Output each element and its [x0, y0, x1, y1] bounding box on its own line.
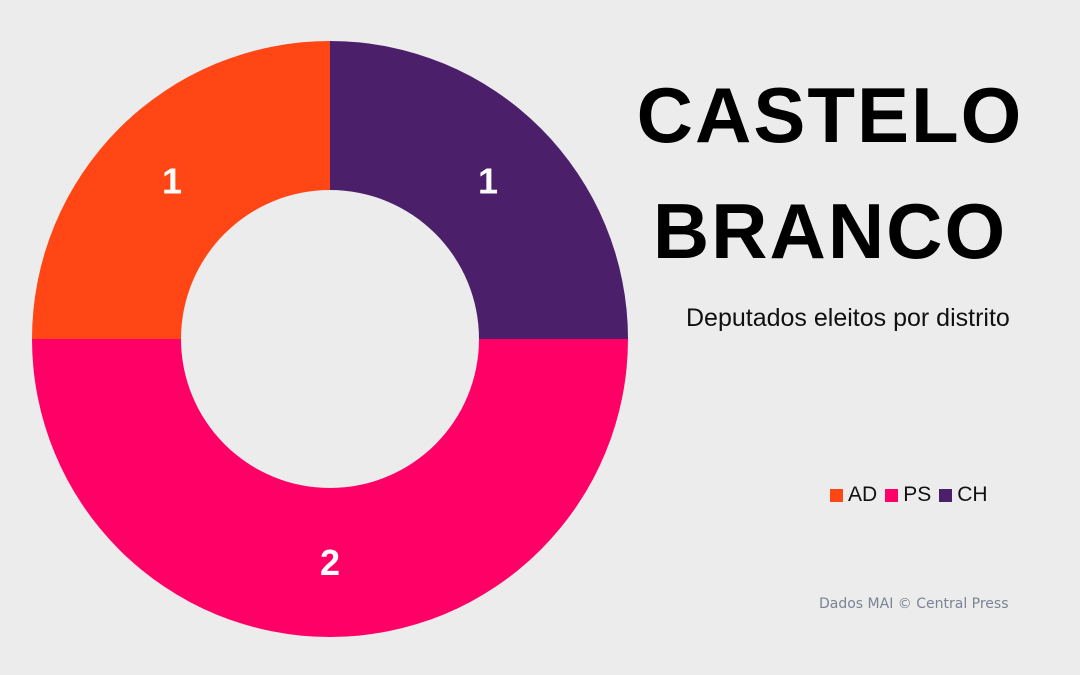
- legend-item-ch: CH: [939, 483, 988, 507]
- donut-slice-ad: [32, 41, 330, 339]
- legend-label-ch: CH: [957, 483, 988, 506]
- donut-slice-ch: [330, 41, 628, 339]
- chart-subtitle: Deputados eleitos por distrito: [686, 304, 1010, 332]
- data-label-ad: 1: [162, 160, 182, 201]
- legend-label-ad: AD: [848, 483, 878, 506]
- chart-legend: AD PS CH: [830, 483, 996, 507]
- page-title-line-2: BRANCO: [652, 187, 1008, 275]
- legend-swatch-ch: [939, 488, 953, 502]
- donut-chart: 1 2 1: [32, 41, 628, 637]
- legend-swatch-ad: [830, 488, 843, 502]
- legend-item-ad: AD: [830, 483, 877, 507]
- data-label-ps: 2: [320, 542, 340, 583]
- donut-slice-ps: [32, 339, 628, 637]
- page-title-line-1: CASTELO: [636, 71, 1024, 159]
- data-label-ch: 1: [478, 160, 498, 201]
- legend-label-ps: PS: [903, 483, 932, 506]
- legend-swatch-ps: [885, 488, 899, 502]
- legend-item-ps: PS: [885, 483, 931, 507]
- source-credit: Dados MAI © Central Press: [819, 596, 1009, 612]
